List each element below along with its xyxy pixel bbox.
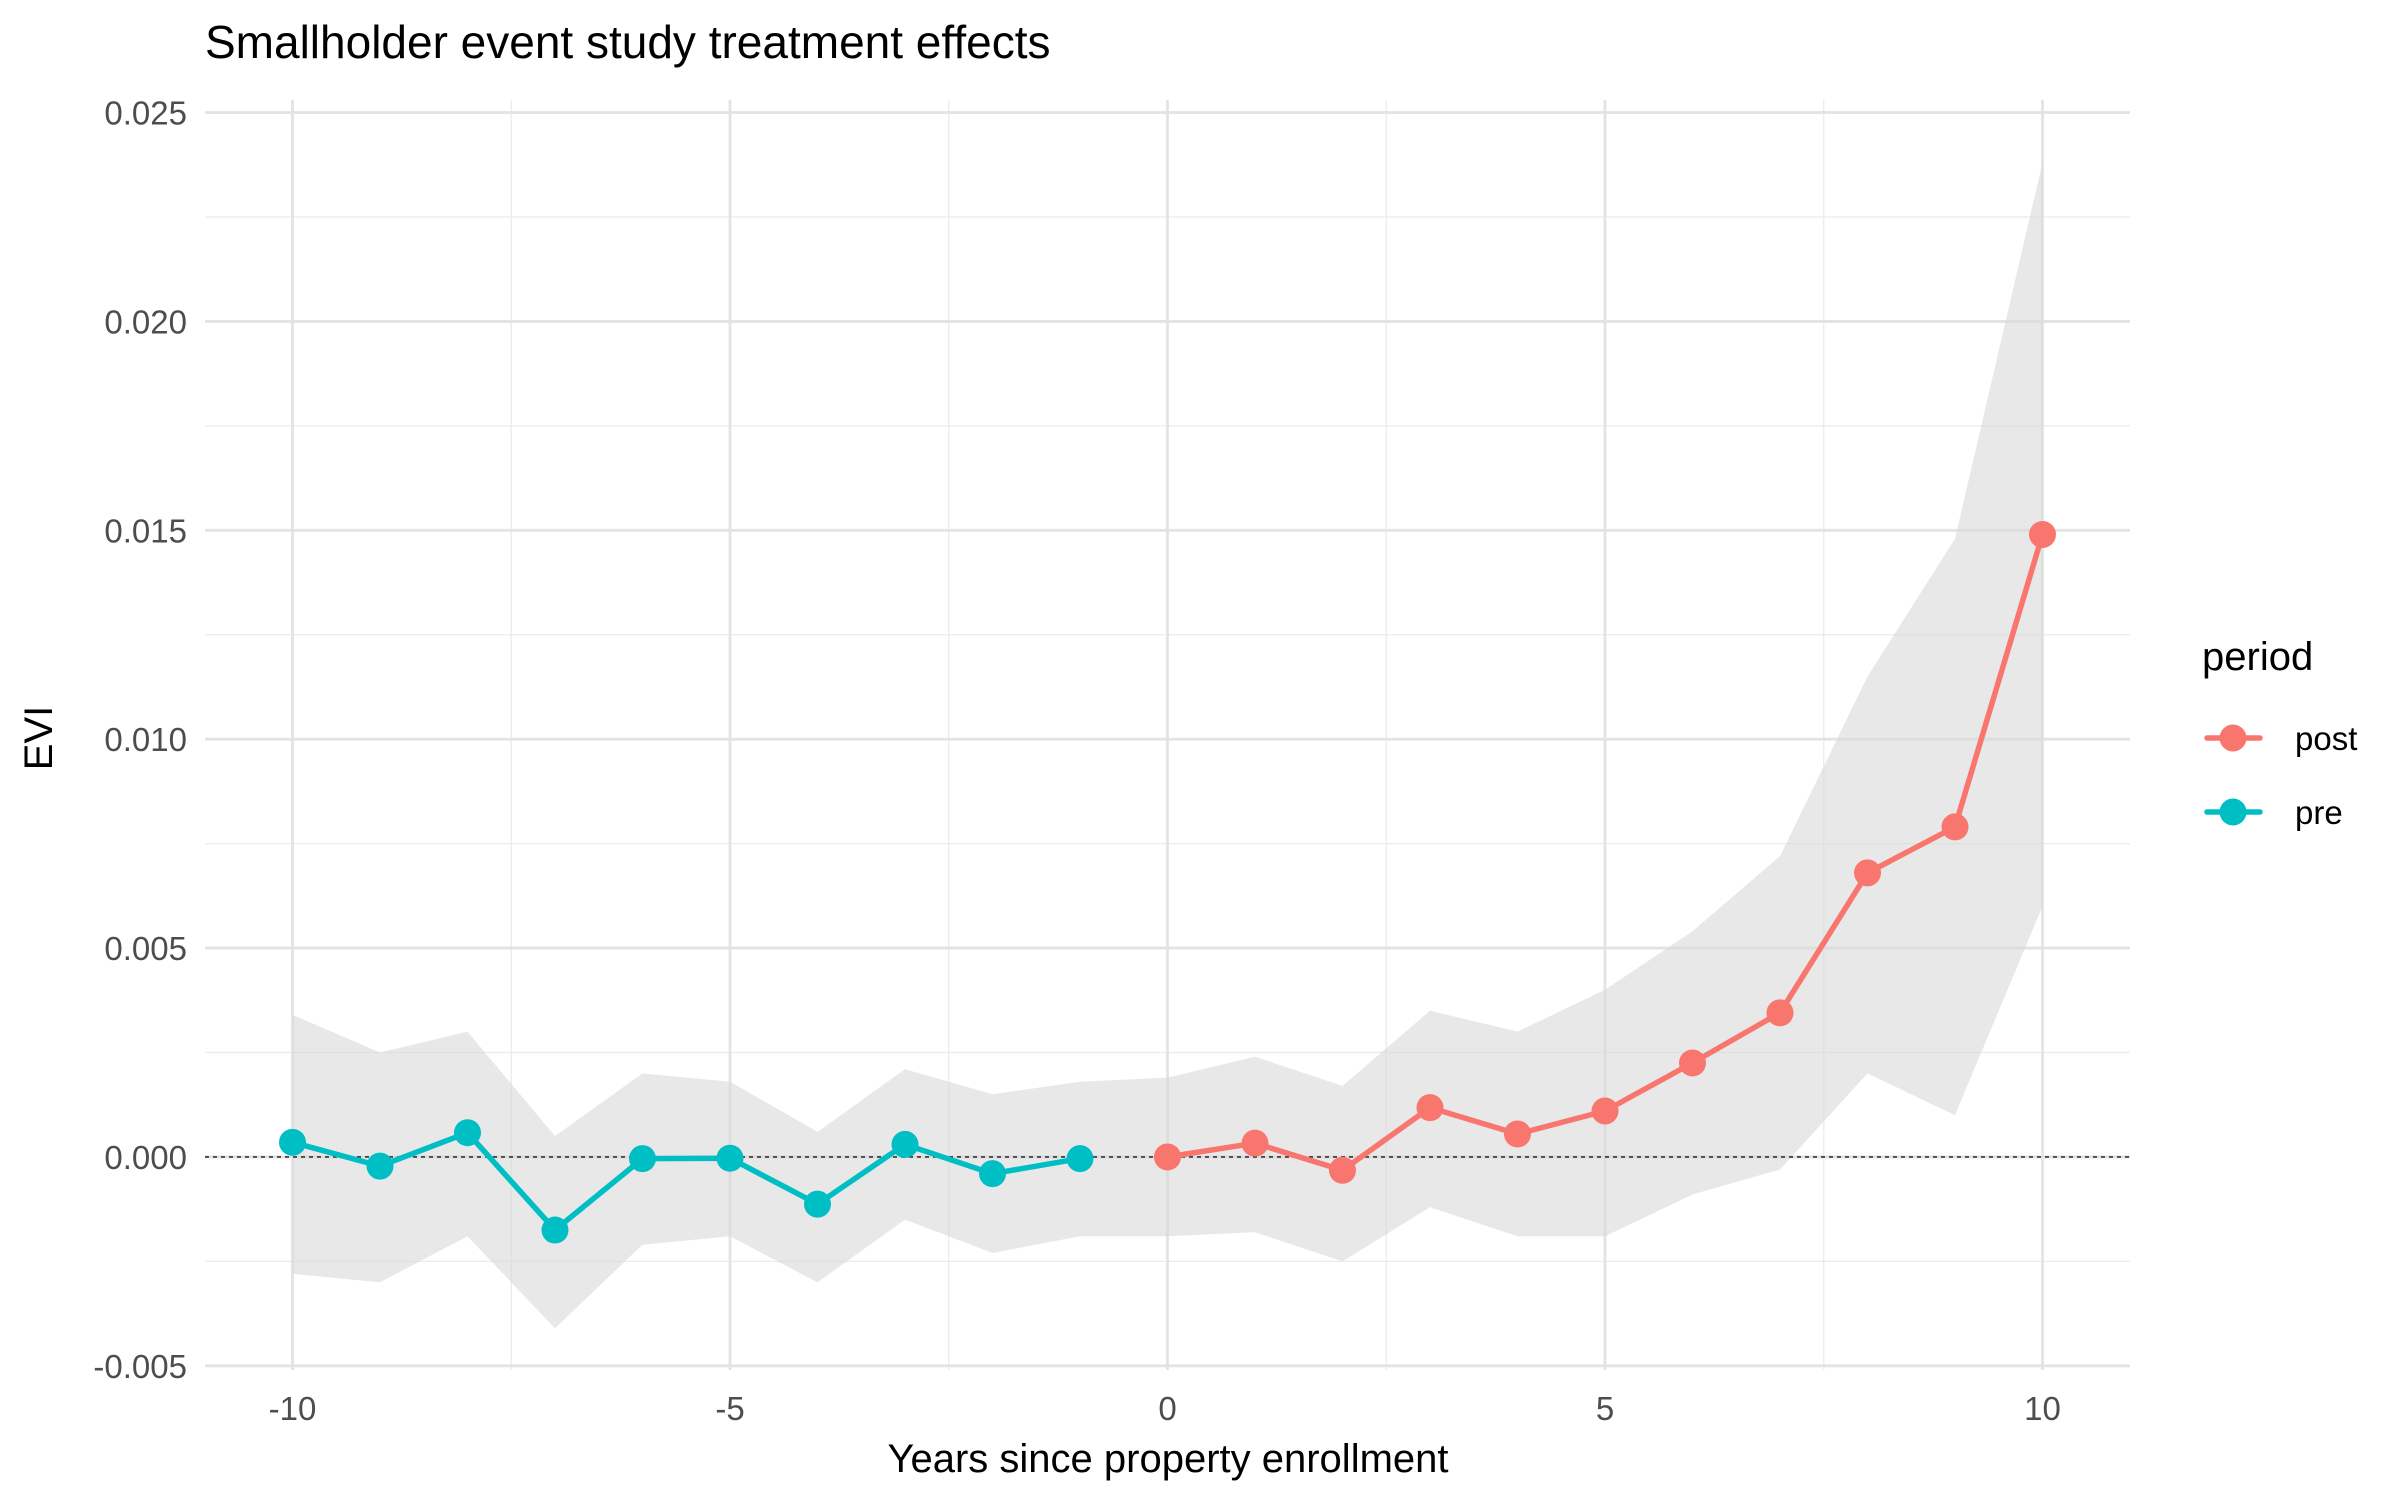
series-points bbox=[279, 520, 2056, 1244]
data-point-post bbox=[1416, 1094, 1444, 1122]
y-tick-label: 0.015 bbox=[104, 512, 187, 549]
series-line-pre bbox=[289, 1129, 1083, 1233]
x-axis-tick-labels: -10 -5 0 5 10 bbox=[269, 1390, 2061, 1427]
legend-title: period bbox=[2202, 635, 2313, 679]
y-tick-label: 0.010 bbox=[104, 721, 187, 758]
x-tick-label: 0 bbox=[1158, 1390, 1176, 1427]
data-point-post bbox=[1854, 859, 1881, 887]
data-point-post bbox=[1679, 1049, 1706, 1077]
data-point-post bbox=[1766, 999, 1794, 1027]
y-tick-label: 0.020 bbox=[104, 303, 187, 340]
data-point-pre bbox=[279, 1128, 306, 1156]
legend: period post pre bbox=[2202, 635, 2357, 831]
data-point-pre bbox=[454, 1119, 481, 1147]
data-point-pre bbox=[629, 1145, 656, 1173]
data-point-post bbox=[1241, 1129, 1269, 1157]
x-tick-label: 5 bbox=[1596, 1390, 1614, 1427]
y-tick-label: -0.005 bbox=[93, 1348, 187, 1385]
legend-label-pre: pre bbox=[2295, 794, 2343, 831]
data-point-post bbox=[1154, 1143, 1181, 1171]
legend-key-point-post bbox=[2219, 724, 2247, 752]
legend-label-post: post bbox=[2295, 720, 2357, 757]
y-tick-label: 0.005 bbox=[104, 930, 187, 967]
x-tick-label: 10 bbox=[2024, 1390, 2061, 1427]
y-tick-label: 0.000 bbox=[104, 1139, 187, 1176]
confidence-ribbons bbox=[292, 162, 2043, 1329]
data-point-post bbox=[1504, 1120, 1531, 1148]
data-point-pre bbox=[1066, 1145, 1094, 1173]
data-point-post bbox=[1329, 1156, 1356, 1184]
y-axis-label: EVI bbox=[17, 706, 61, 770]
y-axis-tick-labels: -0.005 0.000 0.005 0.010 0.015 0.020 0.025 bbox=[93, 95, 187, 1385]
y-tick-label: 0.025 bbox=[104, 95, 187, 132]
x-tick-label: -10 bbox=[269, 1390, 317, 1427]
data-point-pre bbox=[891, 1130, 919, 1158]
data-point-post bbox=[2029, 520, 2056, 548]
legend-key-point-pre bbox=[2219, 798, 2247, 826]
data-point-pre bbox=[716, 1144, 744, 1172]
data-point-post bbox=[1941, 813, 1969, 841]
chart-title: Smallholder event study treatment effect… bbox=[205, 16, 1050, 68]
data-point-pre bbox=[979, 1160, 1006, 1188]
confidence-ribbon bbox=[292, 162, 2043, 1329]
x-tick-label: -5 bbox=[715, 1390, 744, 1427]
data-point-pre bbox=[541, 1216, 569, 1244]
data-point-post bbox=[1591, 1097, 1619, 1125]
data-point-pre bbox=[366, 1152, 394, 1180]
x-axis-label: Years since property enrollment bbox=[887, 1437, 1448, 1481]
data-point-pre bbox=[804, 1190, 831, 1218]
